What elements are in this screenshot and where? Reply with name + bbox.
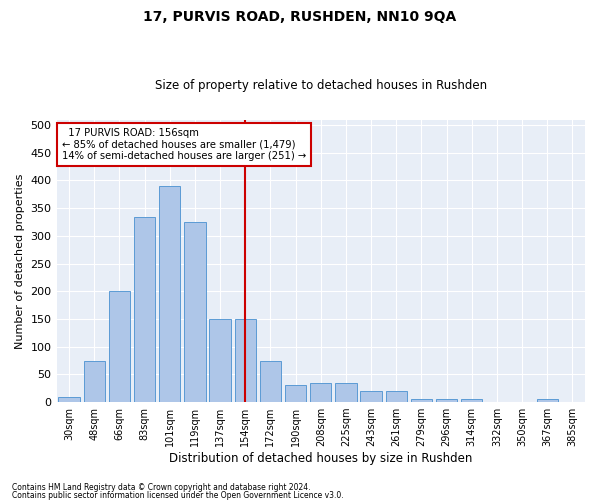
Bar bbox=[83, 360, 105, 402]
Text: Contains HM Land Registry data © Crown copyright and database right 2024.: Contains HM Land Registry data © Crown c… bbox=[12, 484, 311, 492]
Y-axis label: Number of detached properties: Number of detached properties bbox=[15, 173, 25, 348]
Bar bbox=[411, 400, 432, 402]
Bar bbox=[58, 396, 80, 402]
Title: Size of property relative to detached houses in Rushden: Size of property relative to detached ho… bbox=[155, 79, 487, 92]
Bar bbox=[436, 400, 457, 402]
Bar bbox=[184, 222, 206, 402]
Bar bbox=[159, 186, 181, 402]
Bar bbox=[260, 360, 281, 402]
Text: 17, PURVIS ROAD, RUSHDEN, NN10 9QA: 17, PURVIS ROAD, RUSHDEN, NN10 9QA bbox=[143, 10, 457, 24]
Bar bbox=[134, 216, 155, 402]
Text: Contains public sector information licensed under the Open Government Licence v3: Contains public sector information licen… bbox=[12, 490, 344, 500]
Bar bbox=[310, 382, 331, 402]
Text: 17 PURVIS ROAD: 156sqm
← 85% of detached houses are smaller (1,479)
14% of semi-: 17 PURVIS ROAD: 156sqm ← 85% of detached… bbox=[62, 128, 306, 161]
Bar bbox=[335, 382, 356, 402]
Bar bbox=[386, 391, 407, 402]
Bar bbox=[536, 400, 558, 402]
Bar bbox=[235, 319, 256, 402]
Bar bbox=[361, 391, 382, 402]
Bar bbox=[109, 292, 130, 402]
X-axis label: Distribution of detached houses by size in Rushden: Distribution of detached houses by size … bbox=[169, 452, 472, 465]
Bar bbox=[209, 319, 231, 402]
Bar bbox=[461, 400, 482, 402]
Bar bbox=[285, 386, 307, 402]
